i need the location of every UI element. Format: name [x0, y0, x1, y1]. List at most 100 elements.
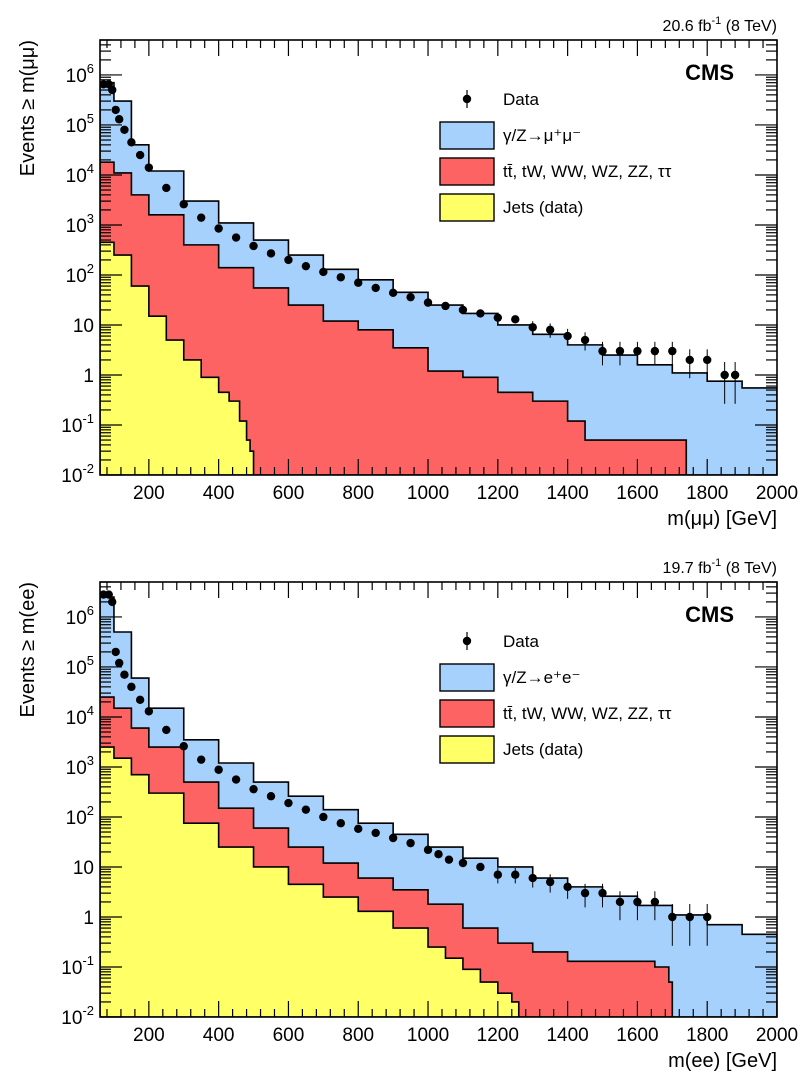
y-tick-label: 10-2: [61, 1003, 94, 1029]
x-axis-title: m(μμ) [GeV]: [667, 508, 777, 530]
data-point: [120, 125, 129, 135]
lumi-label: 20.6 fb-1 (8 TeV): [663, 15, 777, 35]
x-tick-label: 2000: [756, 483, 798, 504]
x-tick-label: 1800: [686, 483, 728, 504]
data-point: [511, 315, 520, 324]
data-point: [249, 784, 258, 794]
data-point: [214, 224, 223, 233]
data-point: [114, 658, 124, 668]
data-point: [354, 278, 363, 287]
data-point: [301, 261, 311, 271]
data-point: [598, 883, 607, 908]
data-point: [434, 850, 443, 859]
y-tick-label: 106: [66, 603, 94, 629]
data-point: [354, 824, 363, 834]
y-tick-label: 102: [66, 803, 94, 829]
y-tick-label: 103: [66, 211, 94, 237]
data-point: [388, 833, 398, 843]
data-point: [301, 805, 311, 814]
panel-mumu: 200 400 600 800 1000 1200 1400 1600 1800 2000 10-2…: [17, 15, 798, 530]
data-point: [197, 755, 206, 764]
plot-area: [100, 80, 777, 475]
data-point: [406, 838, 415, 848]
data-point: [685, 349, 694, 379]
area-jets: [100, 746, 520, 1017]
legend: Data γ/Z→μ⁺μ⁻ tt̄, tW, WW, WZ, ZZ, ττ Jets …: [439, 90, 672, 222]
x-tick-label: 200: [133, 1025, 165, 1046]
data-point: [476, 309, 485, 318]
data-point: [108, 597, 117, 607]
x-tick-label: 1600: [616, 483, 658, 504]
data-point: [493, 867, 503, 884]
data-point: [162, 183, 171, 193]
data-point: [668, 341, 677, 366]
data-point: [249, 241, 258, 251]
data-point: [266, 249, 276, 258]
data-point: [284, 255, 293, 265]
legend-item: γ/Z→μ⁺μ⁻: [439, 121, 581, 150]
y-axis-title: Events ≥ m(μμ): [17, 40, 39, 176]
legend-label: Data: [503, 90, 539, 109]
data-point: [703, 904, 712, 946]
y-tick-label: 10-1: [61, 411, 94, 437]
x-tick-label: 200: [133, 483, 165, 504]
data-point: [336, 273, 345, 282]
data-point: [371, 828, 380, 838]
data-point: [371, 283, 380, 293]
x-tick-label: 1000: [407, 483, 449, 504]
data-point: [423, 845, 433, 855]
data-point: [476, 862, 485, 872]
data-point: [336, 819, 345, 828]
data-point: [650, 891, 660, 921]
data-point: [162, 725, 171, 735]
data-point: [266, 792, 276, 801]
plot-area: [100, 590, 777, 1017]
area-top: [100, 161, 688, 475]
legend-item: Data: [462, 632, 539, 651]
data-point: [563, 878, 572, 899]
y-tick-label: 10: [73, 316, 94, 337]
legend-item: tt̄, tW, WW, WZ, ZZ, ττ: [439, 157, 672, 186]
data-point: [135, 695, 145, 705]
data-point: [458, 305, 468, 315]
experiment-label: CMS: [685, 602, 734, 627]
data-point: [108, 85, 117, 95]
data-point: [528, 321, 537, 335]
data-point: [580, 332, 590, 351]
data-point: [120, 670, 129, 679]
x-tick-label: 1800: [686, 1025, 728, 1046]
data-point: [528, 870, 537, 888]
legend-item: Jets (data): [439, 193, 583, 222]
data-point: [444, 855, 454, 864]
data-point: [580, 883, 590, 908]
legend-label: γ/Z→e⁺e⁻: [503, 668, 580, 687]
area-jets: [100, 241, 255, 475]
x-tick-label: 2000: [756, 1025, 798, 1046]
y-tick-label: 105: [66, 111, 94, 137]
data-point: [423, 298, 433, 307]
data-point: [633, 891, 642, 921]
plot-frame: [99, 39, 778, 476]
x-tick-label: 800: [342, 483, 374, 504]
x-tick-label: 600: [273, 483, 305, 504]
data-point: [284, 798, 293, 808]
x-tick-label: 1600: [616, 1025, 658, 1046]
x-tick-label: 800: [342, 1025, 374, 1046]
data-point: [114, 115, 124, 124]
data-point: [545, 323, 555, 338]
data-point: [127, 138, 136, 147]
data-point: [685, 904, 694, 946]
data-point: [598, 341, 607, 366]
data-point: [650, 341, 660, 366]
legend-label: Jets (data): [503, 740, 583, 759]
panel-ee: 200 400 600 800 1000 1200 1400 1600 1800 2000 10-2…: [17, 557, 798, 1072]
y-tick-label: 10-1: [61, 953, 94, 979]
y-tick-label: 10: [73, 858, 94, 879]
y-tick-label: 106: [66, 61, 94, 87]
x-tick-label: 1200: [477, 1025, 519, 1046]
data-point: [104, 590, 113, 599]
x-tick-label: 400: [203, 1025, 235, 1046]
y-tick-label: 103: [66, 753, 94, 779]
data-point: [197, 213, 206, 222]
